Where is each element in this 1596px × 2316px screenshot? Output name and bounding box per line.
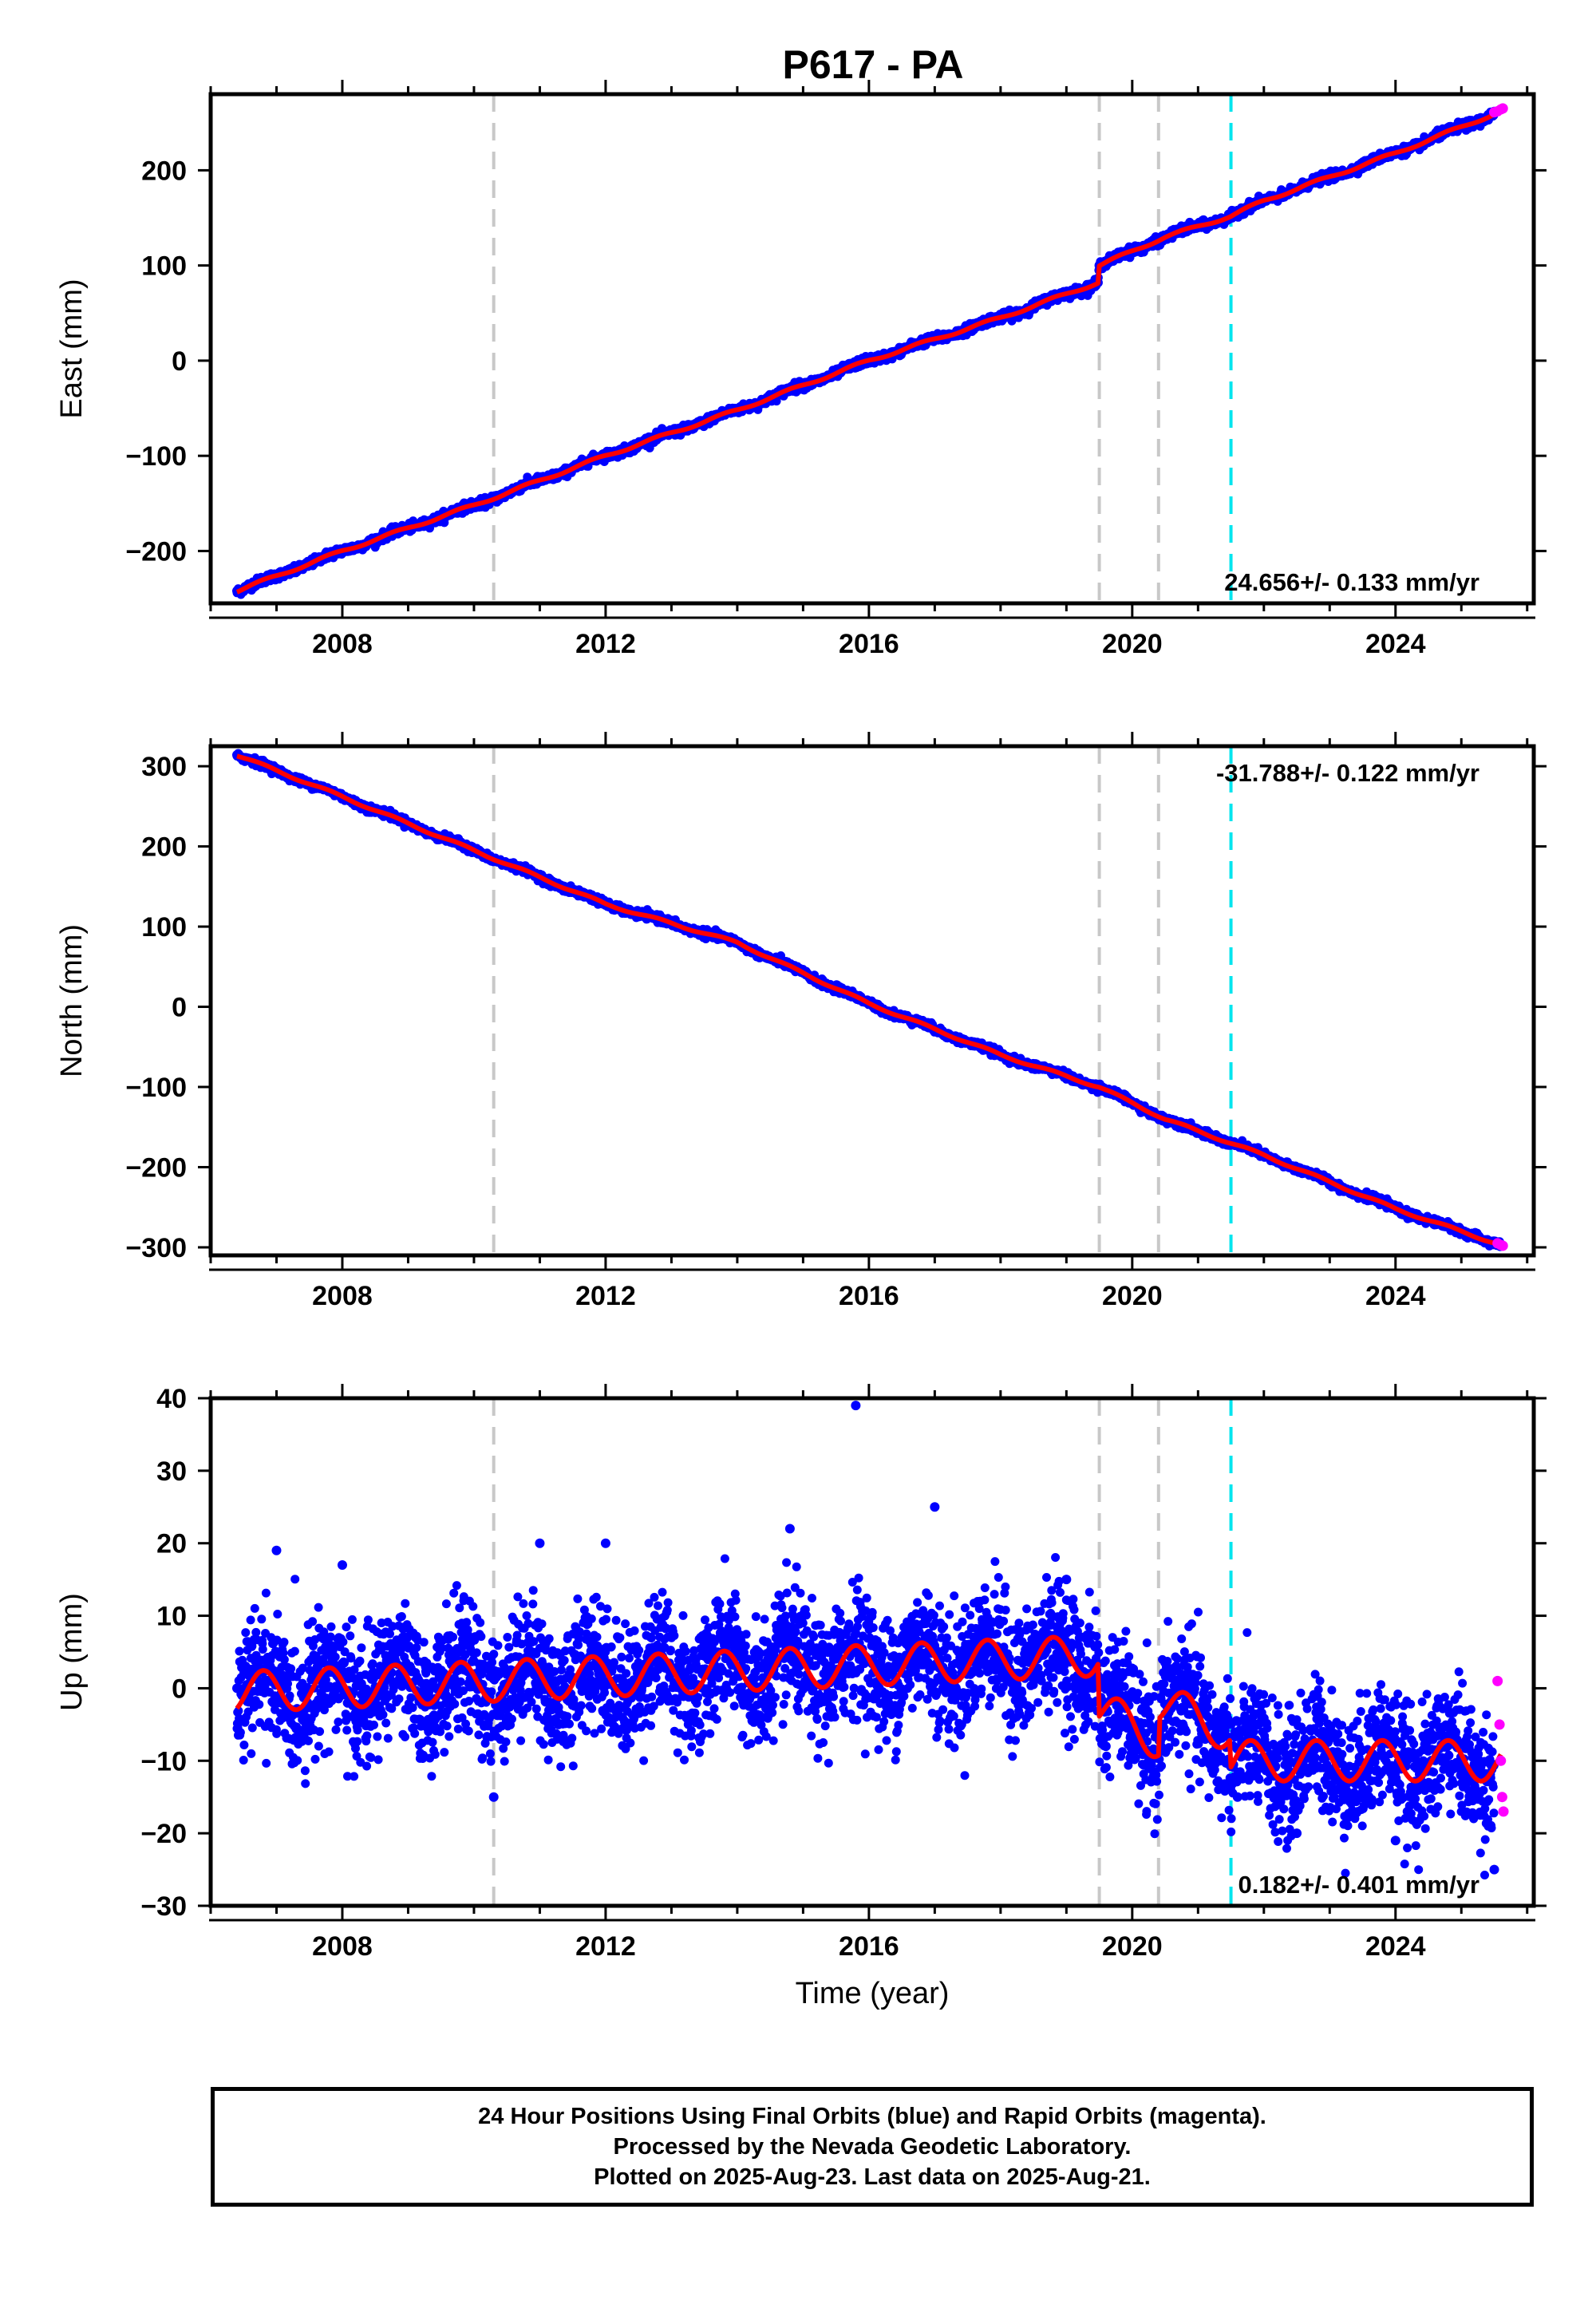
final-orbit-point [1061, 1575, 1072, 1585]
x-tick-label: 2024 [1365, 1281, 1426, 1311]
footer-line-plotted-on: Plotted on 2025-Aug-23. Last data on 202… [594, 2164, 1151, 2190]
rapid-orbit-point [1497, 103, 1508, 114]
final-orbit-point [930, 1502, 940, 1512]
y-tick-label: −100 [125, 1073, 187, 1103]
y-tick-label: −200 [125, 1152, 187, 1183]
rapid-orbit-point [1494, 1719, 1505, 1730]
final-orbit-point [851, 1401, 861, 1411]
final-orbit-point [1489, 1864, 1499, 1875]
rapid-orbit-point [1497, 1240, 1508, 1251]
plot-frame [208, 744, 1536, 1258]
final-orbit-point [1100, 1741, 1111, 1752]
rapid-orbit-point [1496, 1792, 1507, 1803]
plot-frame [208, 1396, 1536, 1908]
plot-area [231, 94, 1508, 603]
x-tick-label: 2012 [575, 1931, 636, 1962]
panel-north: −300 −200 −100 0 100 200 300 2008 2012 2016 2020 20… [55, 732, 1547, 1311]
plot-area [231, 1398, 1509, 1906]
panel-east: −200 −100 0 100 200 2008 2012 2016 2020 2024 East … [55, 80, 1547, 659]
rapid-orbit-point [1495, 1755, 1507, 1766]
y-tick-label: 100 [141, 251, 187, 282]
model-fit-line [235, 753, 1503, 1247]
x-tick-label: 2008 [312, 1931, 373, 1962]
final-orbit-point [488, 1792, 499, 1802]
y-tick-label: 0 [172, 993, 187, 1023]
model-fit-line [235, 109, 1503, 595]
footer-legend-box: 24 Hour Positions Using Final Orbits (bl… [211, 2087, 1534, 2207]
y-tick-label: 200 [141, 156, 187, 186]
final-orbit-point [1232, 1792, 1242, 1802]
y-axis-label: East (mm) [55, 279, 89, 418]
final-orbit-point [784, 1524, 795, 1534]
x-axis-label: Time (year) [796, 1977, 950, 2010]
footer-line-processed-by: Processed by the Nevada Geodetic Laborat… [613, 2134, 1132, 2160]
plot-area [231, 746, 1508, 1255]
x-tick-label: 2008 [312, 1281, 373, 1311]
rate-label: -31.788+/- 0.122 mm/yr [1216, 759, 1479, 787]
y-tick-label: 300 [141, 752, 187, 782]
rate-label: 0.182+/- 0.401 mm/yr [1238, 1871, 1479, 1899]
y-tick-label: −300 [125, 1233, 187, 1263]
x-tick-label: 2008 [312, 629, 373, 659]
footer-line-orbits: 24 Hour Positions Using Final Orbits (bl… [478, 2104, 1266, 2129]
y-tick-label: 20 [156, 1529, 187, 1559]
x-tick-label: 2020 [1102, 1281, 1163, 1311]
y-tick-label: −100 [125, 441, 187, 472]
final-orbit-points [232, 1553, 1499, 1879]
y-tick-label: 0 [172, 346, 187, 377]
y-tick-label: −10 [140, 1746, 187, 1777]
final-orbit-point [535, 1538, 545, 1548]
y-tick-label: 40 [156, 1384, 187, 1414]
plot-frame [208, 92, 1536, 606]
y-tick-label: 30 [156, 1456, 187, 1487]
final-orbit-point [1390, 1836, 1400, 1846]
y-tick-label: −200 [125, 536, 187, 567]
final-orbit-point [271, 1545, 282, 1555]
y-axis-label: North (mm) [55, 924, 89, 1077]
final-orbit-point [231, 1683, 242, 1694]
y-tick-label: 0 [172, 1674, 187, 1704]
rate-label: 24.656+/- 0.133 mm/yr [1224, 568, 1479, 596]
rapid-orbit-point [1492, 1675, 1503, 1686]
x-tick-label: 2024 [1365, 1931, 1426, 1962]
x-tick-label: 2016 [839, 1931, 899, 1962]
x-tick-label: 2016 [839, 629, 899, 659]
y-axis-label: Up (mm) [55, 1593, 89, 1711]
x-tick-label: 2016 [839, 1281, 899, 1311]
y-tick-label: −30 [140, 1891, 187, 1922]
x-tick-label: 2020 [1102, 1931, 1163, 1962]
figure-title: P617 - PA [783, 42, 964, 87]
x-tick-label: 2020 [1102, 629, 1163, 659]
model-fit-line [235, 1634, 1503, 1784]
y-tick-label: 100 [141, 912, 187, 943]
panel-up: −30 −20 −10 0 10 20 30 40 2008 2012 2016 2020 2024 Up… [55, 1384, 1547, 2010]
x-tick-label: 2024 [1365, 629, 1426, 659]
y-tick-label: 200 [141, 832, 187, 863]
x-tick-label: 2012 [575, 1281, 636, 1311]
y-tick-label: −20 [140, 1819, 187, 1849]
final-orbit-point [600, 1538, 610, 1548]
rapid-orbit-point [1498, 1806, 1509, 1817]
final-orbit-point [1292, 1828, 1302, 1839]
final-orbit-point [337, 1559, 347, 1570]
x-tick-label: 2012 [575, 629, 636, 659]
y-tick-label: 10 [156, 1602, 187, 1632]
